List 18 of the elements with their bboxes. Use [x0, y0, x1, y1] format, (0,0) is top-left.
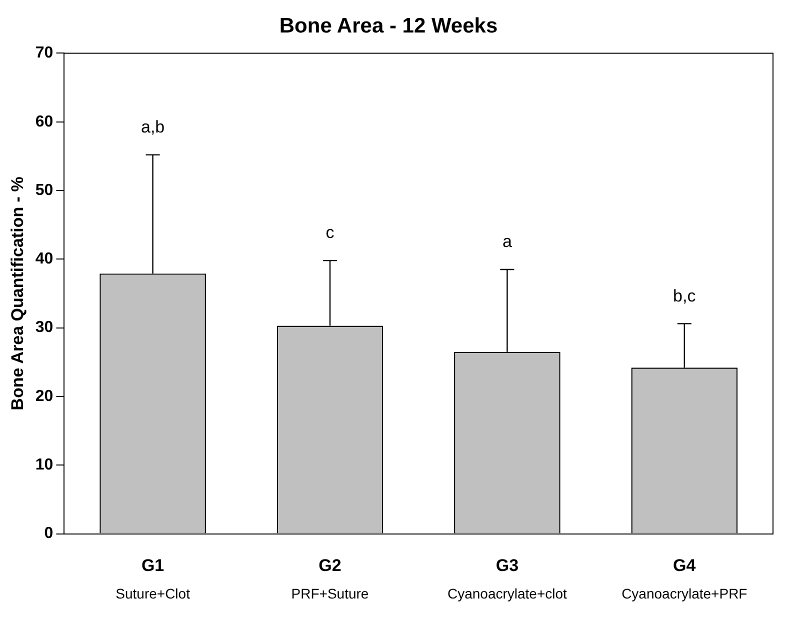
y-axis-title: Bone Area Quantification - %: [8, 176, 27, 410]
annotation: a,b: [140, 118, 165, 136]
y-tick-label: 20: [35, 388, 54, 405]
annotation: a: [502, 232, 512, 252]
x-tick-label: G1 Suture+Clot: [116, 556, 190, 602]
x-tick-label: G3 Cyanoacrylate+clot: [447, 556, 568, 602]
x-tick-label: G4 Cyanoacrylate+PRF: [622, 556, 748, 602]
y-tick-label: 0: [44, 525, 54, 542]
y-tick-label: 10: [35, 456, 54, 474]
y-tick-label: 40: [35, 250, 54, 268]
y-tick-label: 70: [35, 44, 54, 62]
chart-title: Bone Area - 12 Weeks: [279, 14, 498, 38]
y-tick-label: 50: [35, 182, 54, 199]
y-tick-label: 30: [35, 319, 54, 336]
y-tick-label: 60: [35, 113, 54, 130]
annotation: b,c: [673, 286, 696, 306]
annotation: c: [326, 223, 335, 242]
x-tick-label: G2 PRF+Suture: [291, 556, 369, 602]
